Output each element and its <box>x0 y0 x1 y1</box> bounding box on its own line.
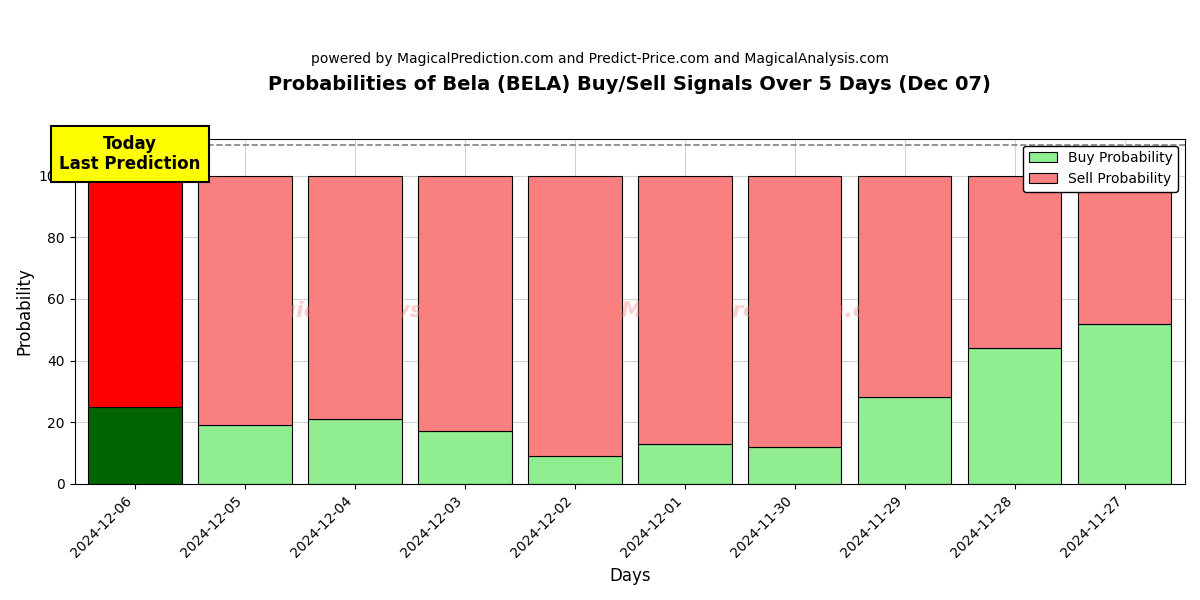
Text: MagicalPrediction.com: MagicalPrediction.com <box>620 301 905 321</box>
Bar <box>89 176 182 407</box>
Text: MagicalAnalysis.com: MagicalAnalysis.com <box>244 301 505 321</box>
Bar <box>1078 176 1171 323</box>
Bar <box>198 425 292 484</box>
Bar <box>89 407 182 484</box>
Bar <box>419 176 511 431</box>
Bar <box>308 176 402 419</box>
Bar <box>638 444 732 484</box>
Bar <box>858 397 952 484</box>
Bar <box>748 176 841 447</box>
Bar <box>638 176 732 444</box>
Bar <box>968 176 1061 348</box>
Bar <box>748 447 841 484</box>
Bar <box>419 431 511 484</box>
Text: Today
Last Prediction: Today Last Prediction <box>59 134 200 173</box>
Bar <box>308 419 402 484</box>
X-axis label: Days: Days <box>610 567 650 585</box>
Bar <box>1078 323 1171 484</box>
Bar <box>528 456 622 484</box>
Bar <box>858 176 952 397</box>
Bar <box>198 176 292 425</box>
Text: powered by MagicalPrediction.com and Predict-Price.com and MagicalAnalysis.com: powered by MagicalPrediction.com and Pre… <box>311 52 889 66</box>
Title: Probabilities of Bela (BELA) Buy/Sell Signals Over 5 Days (Dec 07): Probabilities of Bela (BELA) Buy/Sell Si… <box>269 75 991 94</box>
Bar <box>528 176 622 456</box>
Bar <box>968 348 1061 484</box>
Legend: Buy Probability, Sell Probability: Buy Probability, Sell Probability <box>1024 146 1178 191</box>
Y-axis label: Probability: Probability <box>16 267 34 355</box>
